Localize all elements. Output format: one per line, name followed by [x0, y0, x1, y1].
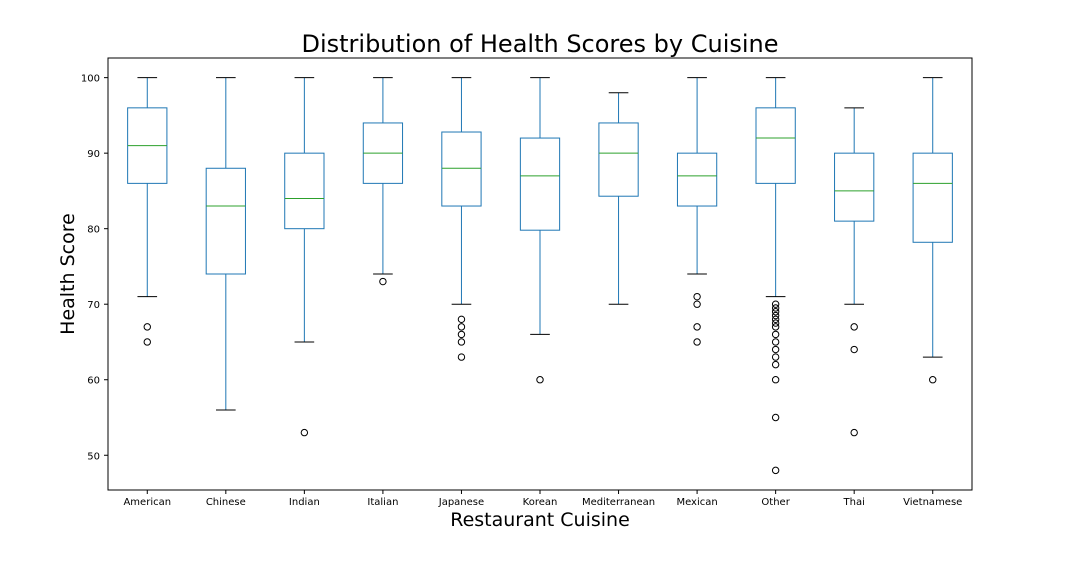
- outlier-point: [300, 428, 309, 437]
- x-tick-label: Thai: [843, 497, 865, 508]
- outlier-point: [457, 330, 466, 339]
- x-tick-label: Italian: [367, 497, 398, 508]
- y-tick-label: 100: [81, 74, 100, 85]
- box: [834, 152, 875, 222]
- y-tick-label: 80: [87, 225, 100, 236]
- x-tick-label: Mexican: [676, 497, 717, 508]
- box: [598, 122, 639, 197]
- box: [676, 152, 718, 207]
- box: [441, 131, 482, 207]
- box: [284, 152, 325, 230]
- x-tick-label: Vietnamese: [903, 497, 962, 508]
- outlier-point: [457, 323, 466, 331]
- outlier-point: [850, 428, 858, 437]
- y-tick-label: 70: [87, 300, 100, 311]
- outlier-point: [143, 338, 151, 346]
- outlier-point: [929, 376, 937, 384]
- outlier-point: [771, 353, 780, 361]
- outlier-point: [771, 311, 780, 320]
- x-tick-label: Japanese: [438, 497, 484, 508]
- box: [205, 167, 246, 275]
- x-tick-label: Mediterranean: [582, 497, 655, 508]
- outlier-point: [457, 338, 466, 346]
- outlier-point: [850, 345, 858, 354]
- box: [519, 137, 561, 231]
- outlier-point: [771, 345, 780, 354]
- box: [912, 152, 953, 243]
- outlier-point: [379, 277, 387, 286]
- x-axis-label: Restaurant Cuisine: [450, 509, 630, 531]
- outlier-point: [771, 376, 780, 384]
- outlier-point: [143, 323, 151, 331]
- outlier-point: [771, 308, 780, 316]
- outlier-point: [771, 360, 780, 369]
- outlier-point: [771, 304, 780, 312]
- x-tick-label: Chinese: [206, 497, 246, 508]
- outlier-point: [457, 315, 466, 324]
- outlier-point: [771, 466, 780, 475]
- box: [755, 107, 796, 184]
- outlier-point: [693, 292, 701, 301]
- outlier-point: [771, 413, 780, 422]
- y-axis-label: Health Score: [57, 213, 79, 335]
- outlier-point: [693, 338, 701, 346]
- outlier-point: [693, 323, 701, 331]
- y-tick-label: 90: [87, 149, 100, 160]
- outlier-point: [850, 323, 858, 331]
- x-tick-label: Korean: [523, 497, 558, 508]
- outlier-point: [536, 376, 544, 384]
- y-tick-label: 60: [87, 376, 100, 387]
- outlier-point: [457, 353, 466, 361]
- y-tick-label: 50: [87, 451, 100, 462]
- outlier-point: [693, 300, 701, 308]
- outlier-point: [771, 323, 780, 331]
- outlier-point: [771, 330, 780, 339]
- outlier-point: [771, 319, 780, 327]
- chart-title: Distribution of Health Scores by Cuisine: [301, 30, 778, 58]
- x-tick-label: Indian: [289, 497, 320, 508]
- outlier-point: [771, 338, 780, 346]
- x-tick-label: Other: [761, 497, 790, 508]
- plot-area: 50 60 70 80 90 100 American Chinese Indian Italia…: [81, 57, 973, 508]
- outlier-point: [771, 300, 780, 308]
- outlier-point: [771, 315, 780, 324]
- x-tick-label: American: [123, 497, 171, 508]
